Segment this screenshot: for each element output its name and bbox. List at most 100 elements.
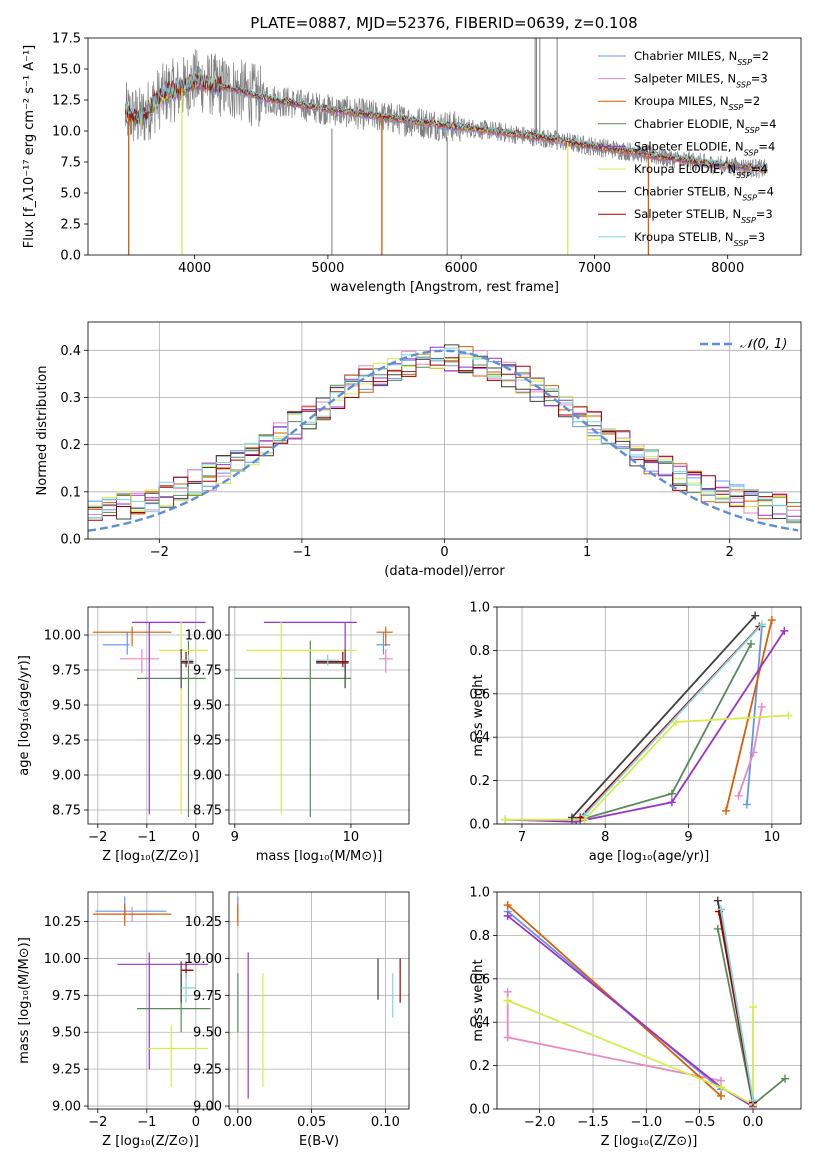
x-tick-label: 0 bbox=[192, 830, 200, 845]
axes-frame bbox=[496, 891, 802, 1110]
y-tick-label: 9.00 bbox=[52, 769, 81, 784]
axes-frame bbox=[228, 891, 410, 1110]
y-tick-label: 9.25 bbox=[193, 734, 222, 749]
x-tick-label: 5000 bbox=[311, 261, 344, 276]
mass-weight-point bbox=[749, 1003, 757, 1012]
mass-weight-vs-Z-plot bbox=[503, 896, 789, 1109]
mass-weight-series bbox=[720, 909, 754, 1101]
mass-vs-Z-panel: −2 −1 0 9.00 9.25 9.50 9.75 10.00 10.25 Z [log₁₀(… bbox=[17, 891, 214, 1149]
mass-weight-series bbox=[505, 714, 789, 821]
mass-weight-point bbox=[722, 806, 731, 815]
y-tick-label: 0.3 bbox=[60, 391, 81, 406]
y-tick-label: 0.0 bbox=[469, 818, 490, 833]
mass-weight-point bbox=[503, 901, 512, 910]
mass-weight-point bbox=[749, 1096, 757, 1105]
x-tick-label: 9 bbox=[684, 830, 692, 845]
x-tick-label: 0.10 bbox=[371, 1115, 400, 1130]
y-tick-label: 9.75 bbox=[52, 664, 81, 679]
y-tick-label: 2.5 bbox=[60, 218, 81, 233]
x-axis-label: wavelength [Angstrom, rest frame] bbox=[330, 280, 559, 295]
y-tick-label: 0.2 bbox=[469, 1059, 490, 1074]
mass-weight-series bbox=[507, 915, 754, 1109]
y-axis-label: mass weight bbox=[471, 674, 486, 756]
x-tick-label: 0 bbox=[440, 545, 448, 560]
mass-weight-series bbox=[737, 706, 763, 797]
mass-weight-point bbox=[747, 639, 756, 648]
mass-weight-point bbox=[734, 791, 743, 800]
x-axis-label: E(B-V) bbox=[299, 1134, 339, 1149]
x-tick-label: 0.00 bbox=[223, 1115, 252, 1130]
y-tick-label: 0.0 bbox=[469, 1103, 490, 1118]
y-tick-label: 9.50 bbox=[52, 1026, 81, 1041]
y-tick-label: 0.6 bbox=[469, 687, 490, 702]
mass-weight-series bbox=[507, 999, 754, 1107]
mass-weight-point bbox=[717, 1091, 725, 1100]
x-tick-label: −1 bbox=[137, 1115, 156, 1130]
residual-histogram-panel: −2 −1 0 1 2 0.0 0.1 0.2 0.3 0.4 (data-model)/error… bbox=[35, 321, 802, 579]
x-tick-label: 10 bbox=[764, 830, 781, 845]
axes-frame bbox=[87, 37, 802, 256]
observed-spectrum bbox=[124, 49, 768, 179]
axes-frame bbox=[87, 606, 214, 825]
x-tick-label: 2 bbox=[726, 545, 734, 560]
x-tick-label: 6000 bbox=[445, 261, 478, 276]
y-tick-label: 17.5 bbox=[52, 32, 81, 47]
mass-weight-point bbox=[717, 905, 725, 914]
x-tick-label: −2.0 bbox=[524, 1115, 556, 1130]
mass-weight-vs-age-panel: 7 8 9 10 0.0 0.2 0.4 0.6 0.8 1.0 age [log₁₀(age/yr… bbox=[469, 601, 802, 864]
age-vs-Z-panel: −2 −1 0 8.75 9.00 9.25 9.50 9.75 10.00 Z [log₁₀(Z… bbox=[17, 606, 214, 864]
y-axis-label: Normed distribution bbox=[35, 366, 50, 496]
y-tick-label: 10.00 bbox=[185, 952, 222, 967]
mass-weight-point bbox=[784, 711, 793, 720]
mass-weight-point bbox=[780, 626, 789, 635]
y-tick-label: 0.0 bbox=[60, 533, 81, 548]
mass-weight-point bbox=[672, 718, 681, 727]
mass-weight-point bbox=[717, 1083, 725, 1092]
mass-weight-point bbox=[580, 811, 589, 820]
x-tick-label: −1.0 bbox=[631, 1115, 663, 1130]
mass-weight-point bbox=[667, 798, 676, 807]
y-tick-label: 10.0 bbox=[52, 125, 81, 140]
mass-weight-point bbox=[576, 813, 585, 822]
y-axis-label: age [log₁₀(age/yr)] bbox=[17, 655, 32, 776]
y-tick-label: 12.5 bbox=[52, 94, 81, 109]
mass-weight-point bbox=[503, 911, 512, 920]
y-tick-label: 9.75 bbox=[193, 989, 222, 1004]
mass-weight-point bbox=[667, 789, 676, 798]
y-tick-label: 9.50 bbox=[193, 1026, 222, 1041]
x-tick-label: −2 bbox=[150, 545, 169, 560]
legend-entry: Chabrier ELODIE, NSSP=4 bbox=[634, 117, 776, 135]
x-tick-label: 0 bbox=[192, 1115, 200, 1130]
y-tick-label: 15.0 bbox=[52, 63, 81, 78]
y-tick-label: 0.8 bbox=[469, 644, 490, 659]
mass-weight-point bbox=[751, 611, 760, 620]
age-vs-mass-panel: 9 10 8.75 9.00 9.25 9.50 9.75 10.00 mass [log₁₀(… bbox=[185, 606, 410, 864]
y-tick-label: 1.0 bbox=[469, 886, 490, 901]
y-tick-label: 8.75 bbox=[193, 804, 222, 819]
x-axis-label: Z [log₁₀(Z/Z⊙)] bbox=[102, 849, 199, 864]
legend-entry: Salpeter MILES, NSSP=3 bbox=[634, 72, 768, 90]
y-tick-label: 9.75 bbox=[193, 664, 222, 679]
axes-frame bbox=[228, 606, 410, 825]
x-tick-label: −2 bbox=[88, 1115, 107, 1130]
y-tick-label: 0.2 bbox=[60, 438, 81, 453]
x-axis-label: age [log₁₀(age/yr)] bbox=[589, 849, 710, 864]
y-tick-label: 10.00 bbox=[44, 629, 81, 644]
y-tick-label: 5.0 bbox=[60, 187, 81, 202]
y-tick-label: 9.75 bbox=[52, 989, 81, 1004]
legend-entry: Kroupa MILES, NSSP=2 bbox=[634, 94, 760, 112]
residual-histogram-plot bbox=[88, 344, 801, 532]
mass-weight-point bbox=[503, 987, 512, 996]
x-tick-label: −1 bbox=[137, 830, 156, 845]
y-tick-label: 0.1 bbox=[60, 485, 81, 500]
x-tick-label: 1 bbox=[583, 545, 591, 560]
model-spectrum bbox=[124, 69, 768, 170]
mass-weight-point bbox=[713, 924, 722, 933]
y-tick-label: 9.25 bbox=[193, 1063, 222, 1078]
mass-weight-series bbox=[571, 615, 756, 819]
legend-entry: Salpeter ELODIE, NSSP=4 bbox=[634, 139, 775, 157]
x-tick-label: 8000 bbox=[711, 261, 744, 276]
mass-weight-point bbox=[503, 1033, 512, 1042]
y-tick-label: 0.4 bbox=[469, 1016, 490, 1031]
